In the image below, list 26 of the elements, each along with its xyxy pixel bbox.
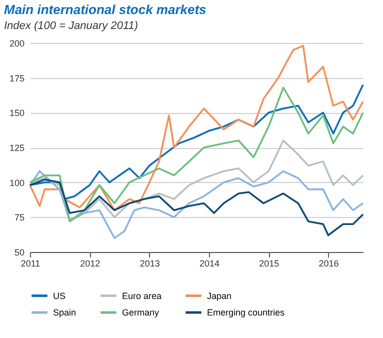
line-series [29, 178, 364, 236]
legend-label: US [53, 290, 66, 301]
line-series [29, 44, 364, 212]
chart-subtitle: Index (100 = January 2011) [4, 20, 138, 32]
chart-title: Main international stock markets [4, 2, 206, 17]
legend-label: Spain [53, 308, 76, 318]
legend-label: Emerging countries [207, 308, 286, 318]
x-tick-label: 2012 [80, 258, 100, 268]
y-tick-label: 75 [14, 212, 24, 223]
x-tick-label: 2013 [140, 258, 160, 268]
legend-label: Germany [122, 308, 160, 318]
line-series [29, 86, 364, 222]
y-tick-label: 175 [9, 73, 24, 84]
y-tick-label: 50 [14, 248, 24, 258]
legend-label: Japan [207, 290, 232, 301]
x-tick-label: 2011 [20, 258, 40, 268]
legend-label: Euro area [122, 290, 162, 301]
x-tick-label: 2016 [318, 258, 339, 268]
x-tick-label: 2015 [259, 258, 280, 268]
y-tick-label: 150 [9, 108, 24, 118]
y-tick-label: 125 [9, 143, 24, 153]
line-series [29, 84, 364, 200]
line-series [29, 170, 364, 239]
x-tick-label: 2014 [199, 258, 220, 268]
y-tick-label: 200 [9, 38, 24, 48]
y-tick-label: 100 [9, 178, 24, 188]
